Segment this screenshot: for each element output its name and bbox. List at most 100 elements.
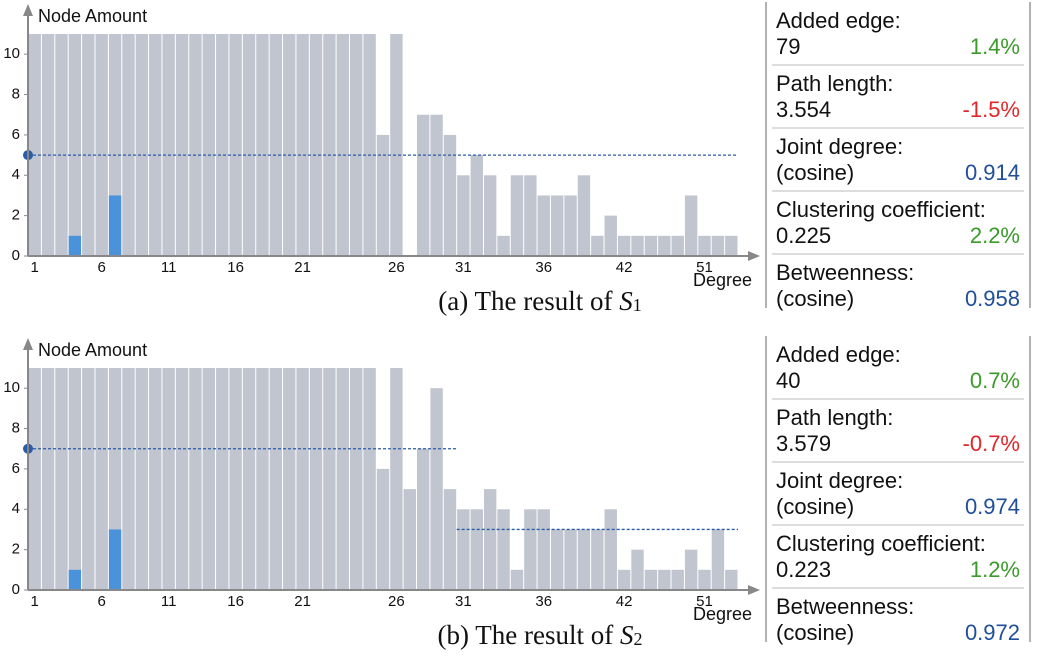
bar — [430, 114, 443, 257]
y-tick-label: 0 — [12, 581, 20, 598]
bar — [363, 34, 376, 256]
bar — [82, 34, 95, 256]
x-tick-label: 36 — [535, 593, 552, 610]
y-tick-label: 0 — [12, 247, 20, 264]
bar — [698, 235, 711, 256]
bar — [283, 34, 296, 256]
metric-change: 1.2% — [970, 557, 1020, 582]
bar — [55, 34, 68, 256]
y-tick-label: 6 — [12, 460, 20, 477]
metric-value: 3.579 — [776, 431, 831, 456]
metric-value: 3.554 — [776, 97, 831, 122]
bar — [216, 34, 229, 256]
bar — [416, 114, 430, 257]
bar — [122, 368, 135, 590]
bar — [671, 569, 684, 590]
bar — [269, 368, 283, 590]
x-tick-label: 21 — [294, 593, 311, 610]
bar — [68, 235, 82, 256]
metric-change: -0.7% — [963, 431, 1020, 456]
bar — [430, 388, 443, 590]
bar — [202, 368, 216, 590]
x-tick-label: 1 — [31, 259, 39, 276]
bar — [229, 34, 242, 256]
bar — [82, 368, 95, 590]
bar — [256, 368, 269, 590]
metric-value: (cosine) — [776, 286, 854, 311]
bar — [457, 175, 470, 256]
metric-label: Path length: — [776, 71, 893, 96]
bar — [108, 195, 122, 256]
bar — [457, 509, 470, 590]
bar — [41, 368, 55, 590]
bar — [564, 195, 577, 256]
bar — [376, 468, 390, 590]
bar — [671, 235, 684, 256]
bar — [591, 235, 604, 256]
bar — [350, 368, 363, 590]
reference-line — [28, 448, 738, 531]
caption-symbol: S — [619, 286, 633, 316]
caption-index: 1 — [633, 295, 642, 315]
bar — [336, 34, 350, 256]
metric-change: -1.5% — [963, 97, 1020, 122]
bar — [108, 529, 122, 590]
bar — [309, 34, 323, 256]
bar — [497, 235, 510, 256]
bar — [202, 34, 216, 256]
x-axis-arrow — [748, 251, 760, 261]
bar — [55, 368, 68, 590]
bar — [631, 549, 644, 590]
y-tick-label: 4 — [12, 500, 20, 517]
bar — [269, 34, 283, 256]
x-tick-label: 31 — [455, 593, 472, 610]
bar — [604, 509, 617, 590]
metric-label: Joint degree: — [776, 134, 903, 159]
bar — [550, 529, 564, 590]
bar — [323, 34, 336, 256]
metric-label: Clustering coefficient: — [776, 531, 986, 556]
x-axis-title: Degree — [693, 270, 752, 290]
bar — [256, 34, 269, 256]
bar — [336, 368, 350, 590]
bar — [537, 195, 550, 256]
bar — [122, 34, 135, 256]
bar — [470, 155, 483, 256]
x-tick-label: 6 — [98, 259, 106, 276]
metric-change: 2.2% — [970, 223, 1020, 248]
bar — [68, 368, 82, 590]
bar — [470, 509, 483, 590]
metric-change: 0.914 — [965, 160, 1020, 185]
metric-label: Path length: — [776, 405, 893, 430]
bar — [510, 569, 524, 590]
metric-label: Clustering coefficient: — [776, 197, 986, 222]
bar — [591, 529, 604, 590]
x-axis-arrow — [748, 585, 760, 595]
bar — [725, 569, 738, 590]
metric-value: (cosine) — [776, 494, 854, 519]
bar — [68, 569, 82, 590]
metric-value: 40 — [776, 368, 800, 393]
bar — [537, 509, 550, 590]
bar — [323, 368, 336, 590]
bar — [416, 448, 430, 590]
metric-change: 0.974 — [965, 494, 1020, 519]
y-tick-label: 8 — [12, 86, 20, 103]
bar — [296, 368, 309, 590]
bar — [242, 368, 256, 590]
bar — [483, 175, 497, 256]
bar — [175, 368, 189, 590]
x-tick-label: 21 — [294, 259, 311, 276]
bar — [95, 34, 108, 256]
metric-value: 0.225 — [776, 223, 831, 248]
bar — [524, 175, 537, 256]
x-tick-label: 42 — [616, 593, 633, 610]
bar — [644, 235, 658, 256]
metric-label: Added edge: — [776, 8, 901, 33]
bar — [564, 529, 577, 590]
bar — [68, 34, 82, 256]
metric-change: 1.4% — [970, 34, 1020, 59]
bar — [162, 368, 175, 590]
caption-text: (b) The result of — [438, 620, 620, 650]
